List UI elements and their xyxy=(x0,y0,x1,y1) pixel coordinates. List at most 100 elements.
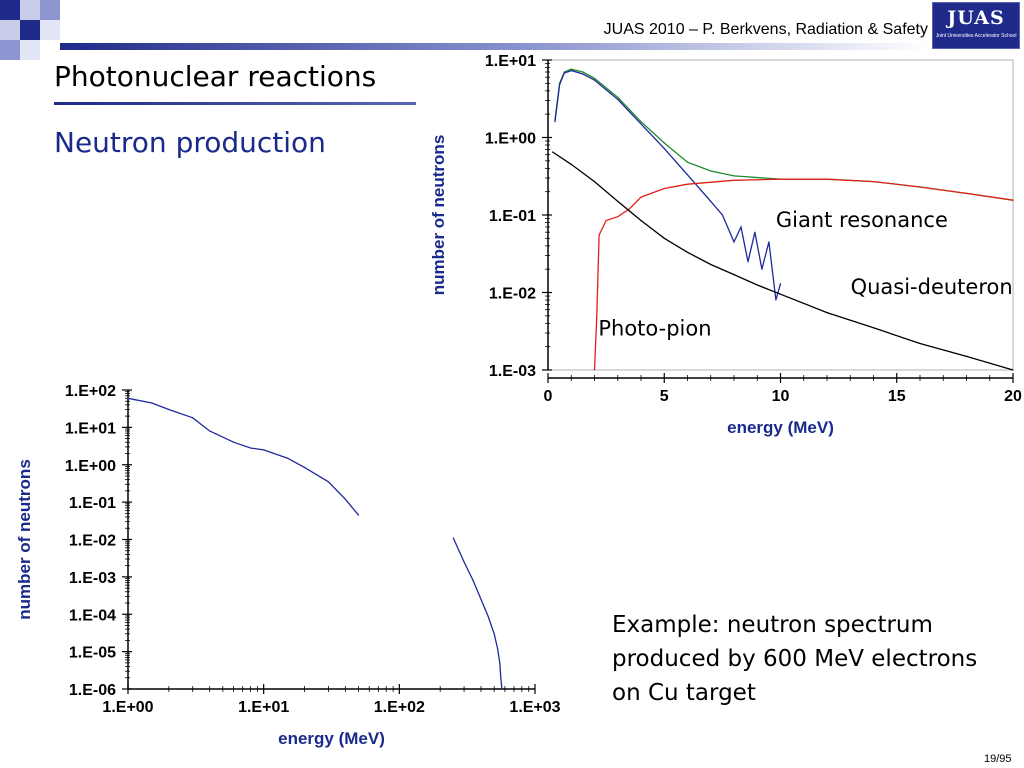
data-point xyxy=(596,315,598,317)
data-point xyxy=(965,355,968,357)
y-tick-label: 1.E+01 xyxy=(65,420,116,437)
x-tick-label: 5 xyxy=(660,388,669,405)
annotation-giant-resonance: Giant resonance xyxy=(776,208,948,232)
juas-logo: JUAS Joint Universities Accelerator Scho… xyxy=(932,2,1020,49)
data-point xyxy=(663,148,665,150)
data-point xyxy=(733,179,735,181)
y-tick-label: 1.E+01 xyxy=(485,53,536,70)
annotation-photo-pion: Photo-pion xyxy=(598,316,711,340)
data-point xyxy=(617,96,619,98)
data-point xyxy=(582,71,584,73)
data-point xyxy=(733,274,735,276)
data-point xyxy=(500,677,502,679)
data-point xyxy=(710,200,712,202)
y-tick-label: 1.E-05 xyxy=(69,645,116,662)
data-point xyxy=(570,68,572,70)
data-point xyxy=(761,268,763,270)
juas-logo-text: JUAS xyxy=(947,7,1005,29)
data-point xyxy=(640,196,642,198)
x-tick-label: 0 xyxy=(544,388,553,405)
data-point xyxy=(463,561,465,563)
data-point xyxy=(501,688,503,690)
series-line-green xyxy=(554,68,1014,201)
data-point xyxy=(287,457,289,459)
data-point xyxy=(747,261,749,263)
x-tick-label: 1.E+02 xyxy=(374,699,425,716)
data-point xyxy=(663,142,665,144)
data-point xyxy=(563,72,565,74)
slide-title: Photonuclear reactions xyxy=(54,60,377,93)
data-point xyxy=(1012,199,1014,201)
corner-decoration xyxy=(0,0,60,60)
data-point xyxy=(593,77,596,79)
header-text: JUAS 2010 – P. Berkvens, Radiation & Saf… xyxy=(603,21,928,38)
y-tick-label: 1.E-01 xyxy=(489,208,536,225)
y-tick-label: 1.E-03 xyxy=(69,570,116,587)
annotation-quasi-deuteron: Quasi-deuteron xyxy=(851,275,1013,299)
data-point xyxy=(768,241,770,243)
example-text: Example: neutron spectrum produced by 60… xyxy=(612,612,978,706)
data-point xyxy=(640,123,642,125)
data-point xyxy=(598,234,600,236)
data-point xyxy=(686,183,689,185)
title-underline xyxy=(54,102,416,105)
data-point xyxy=(775,299,777,301)
data-point xyxy=(663,237,665,239)
data-point xyxy=(192,417,194,419)
data-point xyxy=(249,447,252,449)
data-point xyxy=(593,181,596,183)
y-tick-label: 1.E-03 xyxy=(489,363,536,380)
chart-upper: 1.E+01 1.E+00 1.E-01 1.E-02 1.E-03 0 5 10 15 20 en… xyxy=(429,53,1022,437)
data-point xyxy=(733,241,735,243)
x-tick-label: 1.E+03 xyxy=(509,699,560,716)
data-point xyxy=(617,216,619,218)
data-point xyxy=(686,174,689,176)
y-tick-label: 1.E-02 xyxy=(489,286,536,303)
series-line-blue xyxy=(554,69,782,301)
x-tick-label: 1.E+00 xyxy=(102,699,153,716)
data-point xyxy=(872,181,875,183)
data-point xyxy=(779,283,782,285)
data-point xyxy=(209,430,211,432)
data-point xyxy=(617,98,619,100)
data-point xyxy=(582,73,584,75)
series-line-blue xyxy=(452,537,503,690)
y-tick-label: 1.E+02 xyxy=(65,383,116,400)
data-point xyxy=(919,342,921,345)
data-point xyxy=(472,579,474,582)
y-tick-label: 1.E-02 xyxy=(69,533,116,550)
x-axis-label: energy (MeV) xyxy=(727,418,834,437)
y-axis-label: number of neutrons xyxy=(429,135,448,296)
data-point xyxy=(487,615,489,617)
data-point xyxy=(497,648,499,650)
x-tick-label: 15 xyxy=(888,388,906,405)
y-tick-label: 1.E-01 xyxy=(69,495,116,512)
data-point xyxy=(756,284,758,286)
data-point xyxy=(686,161,689,163)
data-point xyxy=(710,263,712,266)
data-point xyxy=(663,187,665,190)
data-point xyxy=(617,200,619,202)
data-point xyxy=(127,397,129,399)
data-point xyxy=(640,219,642,222)
y-tick-label: 1.E-04 xyxy=(69,607,116,624)
data-point xyxy=(754,231,756,233)
data-point xyxy=(593,369,596,371)
x-tick-label: 10 xyxy=(772,388,790,405)
juas-logo-subtext: Joint Universities Accelerator School xyxy=(935,33,1017,39)
page-number: 19/95 xyxy=(984,753,1012,765)
data-point xyxy=(593,79,596,81)
data-point xyxy=(721,214,724,216)
data-point xyxy=(605,219,607,222)
data-point xyxy=(919,186,921,188)
y-axis-label: number of neutrons xyxy=(15,459,34,620)
x-tick-label: 1.E+01 xyxy=(238,699,289,716)
subtitle: Neutron production xyxy=(54,126,326,159)
chart-lower: 1.E+02 1.E+01 1.E+00 1.E-01 1.E-02 1.E-03 1.E-… xyxy=(15,383,561,748)
data-point xyxy=(554,121,556,123)
y-tick-label: 1.E+00 xyxy=(485,131,536,148)
data-point xyxy=(779,178,782,180)
data-point xyxy=(303,466,306,468)
data-point xyxy=(233,441,235,443)
